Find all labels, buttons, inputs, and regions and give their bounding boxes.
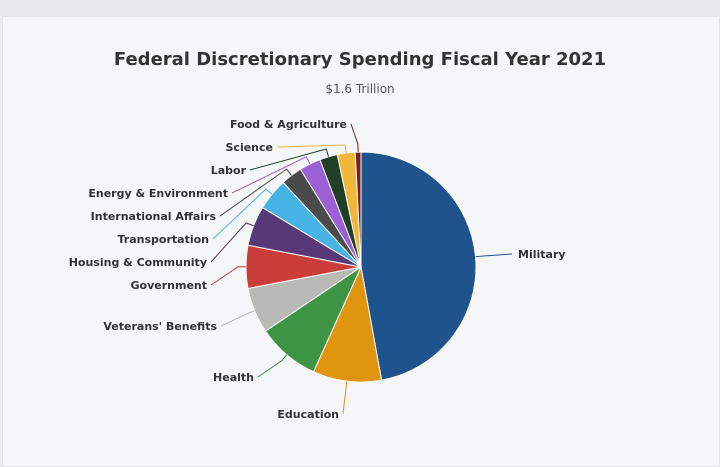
top-bar — [0, 0, 720, 15]
connector-line — [210, 222, 254, 263]
chart-subtitle: $1.6 Trillion — [325, 82, 394, 96]
pie-slice-military[interactable] — [360, 151, 477, 381]
slice-label: Food & Agriculture — [230, 118, 347, 131]
connector-line — [231, 156, 311, 194]
connector-line — [210, 266, 247, 286]
connector-line — [342, 381, 348, 415]
connectors-group — [210, 123, 513, 415]
slices-group — [245, 151, 477, 383]
connector-line — [219, 168, 292, 217]
slice-label: Housing & Community — [69, 256, 207, 269]
connector-line — [475, 253, 513, 258]
slice-label: Military — [518, 248, 566, 261]
connector-line — [350, 123, 359, 153]
slice-label: Veterans' Benefits — [103, 320, 217, 333]
chart-title: Federal Discretionary Spending Fiscal Ye… — [114, 49, 606, 70]
slice-label: Labor — [211, 164, 247, 177]
slice-label: Government — [131, 279, 207, 292]
connector-line — [220, 310, 255, 327]
connector-line — [276, 144, 347, 154]
slice-label: Transportation — [118, 233, 209, 246]
connector-line — [257, 354, 288, 378]
slice-label: Science — [226, 141, 274, 154]
connector-line — [212, 188, 273, 240]
slice-label: Energy & Environment — [88, 187, 228, 200]
slice-label: Health — [213, 371, 254, 384]
slice-label: International Affairs — [91, 210, 217, 223]
connector-line — [249, 148, 329, 171]
slice-label: Education — [277, 408, 339, 421]
labels-group: Military Education Health Veterans' Benefit… — [69, 118, 566, 421]
